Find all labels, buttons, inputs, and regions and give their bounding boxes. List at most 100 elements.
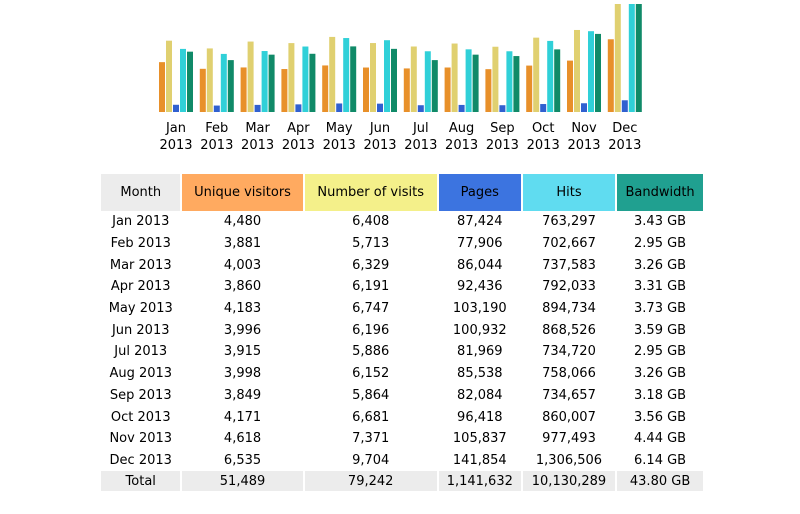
table-cell: 4,618 [223, 431, 262, 447]
column-header: Number of visits [304, 174, 437, 211]
bar-bandwidth [431, 60, 438, 112]
bar-bandwidth [635, 4, 642, 112]
x-tick-label: Jul [412, 121, 429, 136]
table-row: Jul 2013 3,915 5,886 81,969 734,720 2.95 GB [101, 341, 703, 363]
table-cell: 10,130,289 [522, 471, 616, 492]
table-cell: Apr 2013 [110, 279, 171, 295]
table-cell: 9,704 [352, 452, 390, 468]
x-tick-label: Jun [369, 121, 390, 136]
table-cell: 6,408 [352, 214, 390, 230]
bar-hits [465, 49, 472, 112]
table-cell: 792,033 [542, 279, 596, 295]
x-tick-label: Apr [287, 121, 310, 136]
x-tick-label: May [326, 121, 353, 136]
bar-pages [377, 103, 383, 112]
bar-bandwidth [350, 46, 357, 112]
table-cell: 82,084 [457, 387, 503, 403]
bar-pages [417, 105, 424, 112]
bar-number-of-visits [206, 48, 213, 112]
table-cell: 6,196 [352, 322, 390, 338]
bar-unique-visitors [526, 65, 533, 112]
bar-hits [547, 40, 554, 113]
x-tick-label: 2013 [323, 138, 356, 153]
x-tick-label: 2013 [445, 138, 478, 153]
table-cell: 2.95 GB [634, 344, 687, 360]
bar-number-of-visits [574, 29, 580, 112]
bar-number-of-visits [451, 43, 458, 112]
bar-unique-visitors [199, 68, 206, 112]
x-tick-label: Feb [205, 121, 228, 136]
bar-unique-visitors [403, 68, 410, 112]
table-cell: 977,493 [542, 431, 596, 447]
table-cell: May 2013 [108, 301, 173, 317]
x-tick-label: 2013 [608, 138, 641, 153]
table-cell: 3.18 GB [634, 387, 687, 403]
column-header: Pages [438, 174, 521, 211]
table-row: Aug 2013 3,998 6,152 85,538 758,066 3.26 GB [101, 363, 703, 385]
column-header: Bandwidth [617, 174, 703, 211]
table-cell: 3.31 GB [634, 279, 687, 295]
bar-pages [213, 105, 220, 112]
bar-hits [628, 4, 635, 112]
bar-pages [336, 103, 343, 112]
bar-number-of-visits [288, 43, 295, 113]
table-cell: Feb 2013 [110, 236, 171, 252]
table-cell: 3.43 GB [634, 214, 687, 230]
bar-bandwidth [227, 60, 234, 112]
x-tick-label: Jan [165, 121, 186, 136]
table-cell: 105,837 [452, 431, 507, 447]
table-row: Mar 2013 4,003 6,329 86,044 737,583 3.26 GB [101, 254, 703, 276]
x-tick-label: 2013 [159, 138, 192, 153]
table-cell: Total [101, 471, 181, 492]
table-cell: 141,854 [452, 452, 507, 468]
bar-number-of-visits [533, 37, 540, 112]
table-cell: 6,329 [352, 257, 390, 273]
x-tick-label: Oct [532, 121, 554, 136]
table-cell: 96,418 [457, 409, 503, 425]
bar-bandwidth [187, 51, 193, 112]
table-cell: 4,171 [223, 409, 262, 425]
table-cell: 6,535 [223, 452, 262, 468]
table-cell: 87,424 [457, 214, 503, 230]
table-cell: 103,190 [452, 301, 507, 317]
table-cell: 758,066 [542, 366, 596, 382]
table-cell: 763,297 [542, 214, 596, 230]
table-cell: 868,526 [542, 322, 596, 338]
x-tick-label: 2013 [282, 138, 315, 153]
bar-number-of-visits [370, 43, 376, 112]
x-tick-label: Nov [571, 121, 597, 136]
table-cell: 4,480 [223, 214, 262, 230]
table-cell: 79,242 [304, 471, 437, 492]
column-header: Month [101, 174, 181, 211]
table-cell: 5,864 [352, 387, 390, 403]
table-row: Oct 2013 4,171 6,681 96,418 860,007 3.56 GB [101, 406, 703, 428]
table-cell: 3,881 [223, 236, 262, 252]
table-cell: 51,489 [182, 471, 303, 492]
table-cell: 3.56 GB [634, 409, 687, 425]
table-cell: Oct 2013 [110, 409, 171, 425]
bar-unique-visitors [159, 62, 165, 112]
table-cell: 734,657 [542, 387, 596, 403]
table-cell: 1,306,506 [535, 452, 603, 468]
bar-pages [173, 104, 179, 112]
bar-pages [254, 104, 261, 112]
bar-unique-visitors [485, 69, 492, 112]
bar-hits [180, 48, 186, 112]
table-row: Nov 2013 4,618 7,371 105,837 977,493 4.44 GB [101, 428, 703, 450]
table-cell: 43.80 GB [617, 471, 703, 492]
table-row: Dec 2013 6,535 9,704 141,854 1,306,506 6.14 G… [101, 450, 703, 472]
table-cell: 3,996 [223, 322, 262, 338]
x-tick-label: 2013 [363, 138, 396, 153]
column-header: Hits [522, 174, 616, 211]
bar-hits [384, 40, 390, 113]
table-row: Jun 2013 3,996 6,196 100,932 868,526 3.59 GB [101, 319, 703, 341]
table-cell: 3,849 [223, 387, 262, 403]
table-cell: 1,141,632 [438, 471, 521, 492]
table-cell: 6.14 GB [634, 452, 687, 468]
table-row: Apr 2013 3,860 6,191 92,436 792,033 3.31 GB [101, 276, 703, 298]
x-tick-label: Mar [245, 121, 270, 136]
monthly-history-table: Month Unique visitors Number of visits Page… [99, 174, 705, 492]
table-cell: 85,538 [457, 366, 503, 382]
bar-hits [302, 46, 309, 112]
bar-unique-visitors [240, 67, 247, 112]
